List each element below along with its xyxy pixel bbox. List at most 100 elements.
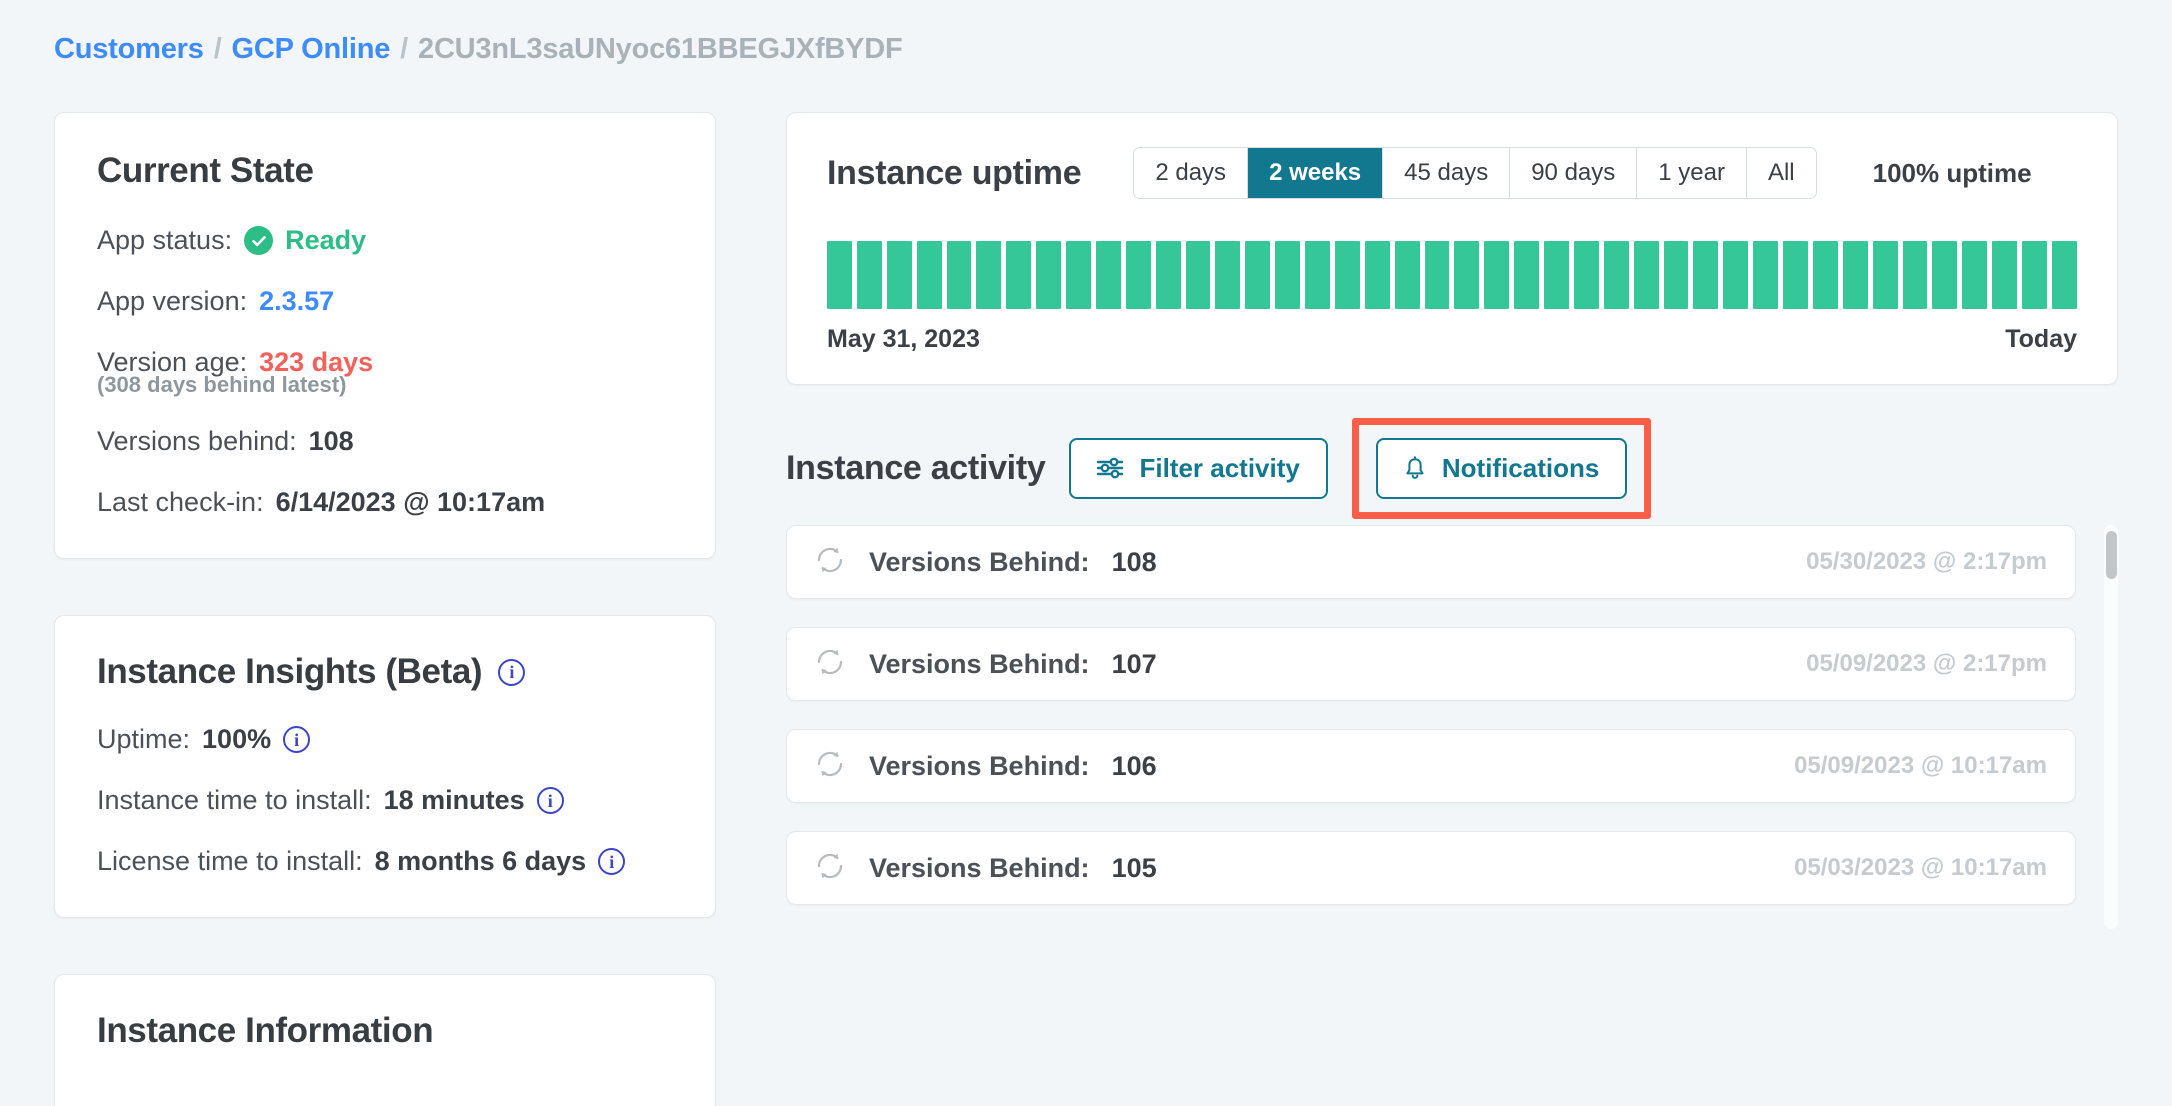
activity-list-scrollbar[interactable] xyxy=(2104,525,2118,929)
filter-sliders-icon xyxy=(1097,457,1124,479)
versions-behind-label: Versions behind: xyxy=(97,426,297,456)
uptime-bar[interactable] xyxy=(886,241,912,309)
notifications-button[interactable]: Notifications xyxy=(1375,437,1628,499)
range-option-all[interactable]: All xyxy=(1746,148,1816,198)
uptime-bar[interactable] xyxy=(1275,241,1300,309)
activity-row-label: Versions Behind: xyxy=(869,750,1090,781)
uptime-bar[interactable] xyxy=(1962,241,1988,309)
uptime-bar[interactable] xyxy=(1424,241,1450,309)
uptime-bar[interactable] xyxy=(1514,241,1539,309)
version-age-label: Version age: xyxy=(97,347,248,377)
versions-behind-row: Versions behind: 108 xyxy=(97,426,673,457)
range-option-2-days[interactable]: 2 days xyxy=(1134,148,1249,198)
uptime-range-segmented-control[interactable]: 2 days 2 weeks 45 days 90 days 1 year Al… xyxy=(1133,147,1817,199)
app-status-value: Ready xyxy=(285,225,367,255)
uptime-bar[interactable] xyxy=(2022,241,2047,309)
uptime-bar[interactable] xyxy=(1066,241,1091,309)
uptime-bar[interactable] xyxy=(1932,241,1958,309)
activity-row-timestamp: 05/30/2023 @ 2:17pm xyxy=(1806,548,2047,575)
activity-row-label: Versions Behind: xyxy=(869,648,1090,679)
sync-circle-icon xyxy=(813,543,847,582)
activity-row[interactable]: Versions Behind: 106 05/09/2023 @ 10:17am xyxy=(786,729,2076,803)
activity-row-left: Versions Behind: 105 xyxy=(813,849,1157,888)
uptime-bar[interactable] xyxy=(1783,241,1808,309)
range-option-90-days[interactable]: 90 days xyxy=(1510,148,1638,198)
uptime-bar[interactable] xyxy=(1633,241,1659,309)
app-status-label: App status: xyxy=(97,225,233,255)
instance-uptime-card: Instance uptime 2 days 2 weeks 45 days 9… xyxy=(786,112,2118,385)
current-state-card: Current State App status: Ready App vers… xyxy=(54,112,716,559)
range-option-45-days[interactable]: 45 days xyxy=(1383,148,1511,198)
current-state-title: Current State xyxy=(97,151,314,190)
activity-list-scroll-thumb[interactable] xyxy=(2106,531,2117,579)
uptime-bar[interactable] xyxy=(1095,241,1121,309)
uptime-bar[interactable] xyxy=(1245,241,1271,309)
uptime-bar[interactable] xyxy=(1155,241,1181,309)
uptime-bar[interactable] xyxy=(1484,241,1510,309)
uptime-bar[interactable] xyxy=(1036,241,1061,309)
activity-row-value: 107 xyxy=(1111,648,1157,679)
uptime-bar[interactable] xyxy=(1753,241,1778,309)
activity-row-timestamp: 05/09/2023 @ 10:17am xyxy=(1794,752,2047,779)
range-option-2-weeks[interactable]: 2 weeks xyxy=(1248,148,1384,198)
uptime-bar[interactable] xyxy=(1454,241,1480,309)
uptime-bar[interactable] xyxy=(1185,241,1211,309)
uptime-bar[interactable] xyxy=(1992,241,2017,309)
uptime-bar[interactable] xyxy=(1872,241,1898,309)
instance-uptime-title: Instance uptime xyxy=(827,153,1082,192)
uptime-bar[interactable] xyxy=(1215,241,1241,309)
license-time-to-install-row: License time to install: 8 months 6 days… xyxy=(97,846,673,877)
instance-information-card: Instance Information xyxy=(54,974,716,1106)
app-version-value[interactable]: 2.3.57 xyxy=(259,286,335,316)
info-icon[interactable]: i xyxy=(598,848,626,875)
activity-row-timestamp: 05/09/2023 @ 2:17pm xyxy=(1806,650,2047,677)
app-status-row: App status: Ready xyxy=(97,225,673,256)
uptime-bar[interactable] xyxy=(1364,241,1390,309)
activity-row[interactable]: Versions Behind: 108 05/30/2023 @ 2:17pm xyxy=(786,525,2076,599)
breadcrumb-item-gcp-online[interactable]: GCP Online xyxy=(231,33,391,65)
breadcrumb-item-customers[interactable]: Customers xyxy=(54,33,204,65)
filter-activity-label: Filter activity xyxy=(1139,452,1300,483)
uptime-bar[interactable] xyxy=(976,241,1002,309)
uptime-bar[interactable] xyxy=(1006,241,1032,309)
instance-activity-title: Instance activity xyxy=(786,448,1046,487)
uptime-bar[interactable] xyxy=(1603,241,1629,309)
last-checkin-row: Last check-in: 6/14/2023 @ 10:17am xyxy=(97,487,673,518)
uptime-bar[interactable] xyxy=(1125,241,1151,309)
info-icon[interactable]: i xyxy=(498,658,526,686)
activity-row[interactable]: Versions Behind: 107 05/09/2023 @ 2:17pm xyxy=(786,627,2076,701)
uptime-bar[interactable] xyxy=(946,241,972,309)
uptime-bar[interactable] xyxy=(856,241,882,309)
uptime-bar[interactable] xyxy=(1394,241,1420,309)
uptime-bar[interactable] xyxy=(1663,241,1689,309)
left-column: Current State App status: Ready App vers… xyxy=(54,112,716,1106)
sync-circle-icon xyxy=(813,747,847,786)
info-icon[interactable]: i xyxy=(283,726,311,753)
notifications-highlight-box: Notifications xyxy=(1351,417,1652,519)
uptime-bar[interactable] xyxy=(1842,241,1868,309)
uptime-bar[interactable] xyxy=(2051,241,2077,309)
activity-row[interactable]: Versions Behind: 105 05/03/2023 @ 10:17am xyxy=(786,831,2076,905)
filter-activity-button[interactable]: Filter activity xyxy=(1069,437,1328,499)
breadcrumb: Customers / GCP Online / 2CU3nL3saUNyoc6… xyxy=(54,33,903,66)
info-icon[interactable]: i xyxy=(536,787,564,814)
uptime-bar[interactable] xyxy=(1723,241,1749,309)
instance-activity-list[interactable]: Versions Behind: 108 05/30/2023 @ 2:17pm Ve… xyxy=(786,525,2118,929)
instance-information-title: Instance Information xyxy=(97,1011,434,1050)
uptime-bar[interactable] xyxy=(1544,241,1569,309)
uptime-bar[interactable] xyxy=(1573,241,1599,309)
instance-time-to-install-value: 18 minutes xyxy=(383,785,525,815)
activity-row-left: Versions Behind: 106 xyxy=(813,747,1157,786)
range-option-1-year[interactable]: 1 year xyxy=(1637,148,1747,198)
uptime-bar[interactable] xyxy=(1812,241,1838,309)
uptime-axis-end: Today xyxy=(2005,325,2077,353)
uptime-bar[interactable] xyxy=(1334,241,1360,309)
uptime-bar[interactable] xyxy=(916,241,942,309)
uptime-bar[interactable] xyxy=(1902,241,1928,309)
license-time-to-install-value: 8 months 6 days xyxy=(374,846,587,876)
activity-row-left: Versions Behind: 108 xyxy=(813,543,1157,582)
uptime-bar[interactable] xyxy=(1305,241,1330,309)
uptime-bar[interactable] xyxy=(827,241,852,309)
uptime-bar[interactable] xyxy=(1693,241,1719,309)
activity-row-timestamp: 05/03/2023 @ 10:17am xyxy=(1794,854,2047,881)
